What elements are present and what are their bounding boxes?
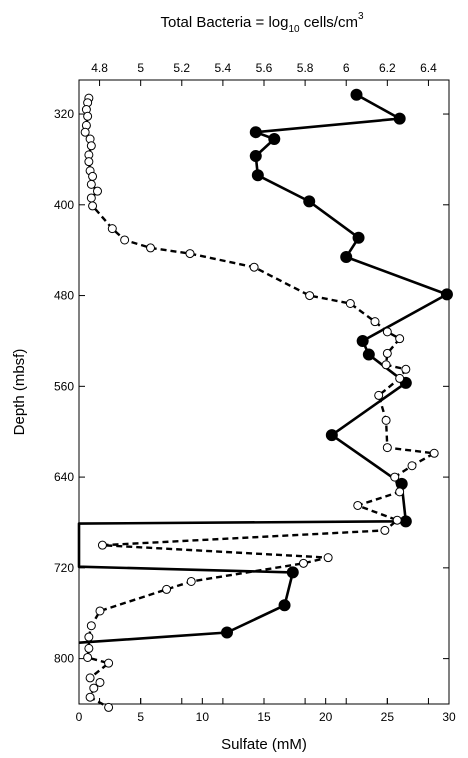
bacteria-point bbox=[356, 334, 369, 347]
sulfate-point bbox=[401, 364, 411, 374]
top-tick-label: 5.4 bbox=[215, 61, 232, 75]
bacteria-point bbox=[350, 88, 363, 101]
bacteria-point bbox=[303, 195, 316, 208]
depth-tick-label: 320 bbox=[54, 107, 74, 121]
sulfate-point bbox=[85, 692, 95, 702]
sulfate-point bbox=[298, 558, 308, 568]
sulfate-point bbox=[86, 193, 96, 203]
sulfate-point bbox=[86, 179, 96, 189]
bacteria-point bbox=[251, 169, 264, 182]
bottom-tick-label: 25 bbox=[381, 710, 395, 724]
sulfate-point bbox=[83, 111, 93, 121]
bottom-tick-label: 30 bbox=[442, 710, 456, 724]
sulfate-point bbox=[305, 291, 315, 301]
sulfate-point bbox=[86, 621, 96, 631]
depth-axis-ticks: 320 400 480 560 640 720 800 bbox=[54, 107, 449, 666]
bacteria-point bbox=[249, 126, 262, 139]
sulfate-point bbox=[146, 243, 156, 253]
sulfate-point bbox=[95, 606, 105, 616]
depth-tick-label: 400 bbox=[54, 198, 74, 212]
sulfate-point bbox=[104, 702, 114, 712]
sulfate-point bbox=[84, 157, 94, 167]
top-tick-label: 6.2 bbox=[379, 61, 396, 75]
sulfate-point bbox=[323, 553, 333, 563]
sulfate-point bbox=[395, 334, 405, 344]
sulfate-point bbox=[83, 652, 93, 662]
sulfate-point bbox=[395, 373, 405, 383]
series-layer bbox=[77, 88, 453, 712]
sulfate-point bbox=[374, 390, 384, 400]
sulfate-point bbox=[380, 525, 390, 535]
sulfate-point bbox=[353, 500, 363, 510]
bottom-tick-label: 20 bbox=[319, 710, 333, 724]
sulfate-point bbox=[249, 262, 259, 272]
bacteria-point bbox=[278, 599, 291, 612]
top-axis-ticks: 4.8 5 5.2 5.4 5.6 5.8 6 6.2 6.4 bbox=[91, 61, 437, 704]
bacteria-point bbox=[352, 231, 365, 244]
bacteria-point bbox=[221, 626, 233, 639]
sulfate-point bbox=[370, 317, 380, 327]
bottom-tick-label: 5 bbox=[137, 710, 144, 724]
top-tick-label: 5.2 bbox=[173, 61, 190, 75]
bottom-tick-label: 10 bbox=[196, 710, 210, 724]
sulfate-point bbox=[186, 576, 196, 586]
top-tick-label: 6 bbox=[343, 61, 350, 75]
depth-tick-label: 720 bbox=[54, 561, 74, 575]
sulfate-point bbox=[381, 415, 391, 425]
sulfate-point bbox=[85, 673, 95, 683]
bacteria-point bbox=[393, 112, 406, 125]
sulfate-point bbox=[95, 677, 105, 687]
sulfate-point bbox=[429, 448, 439, 458]
sulfate-point bbox=[86, 141, 96, 151]
sulfate-point bbox=[97, 540, 107, 550]
sulfate-point bbox=[89, 683, 99, 693]
sulfate-point bbox=[162, 584, 172, 594]
top-tick-label: 6.4 bbox=[420, 61, 437, 75]
sulfate-point bbox=[84, 632, 94, 642]
bacteria-point bbox=[362, 348, 375, 361]
sulfate-point bbox=[407, 461, 417, 471]
sulfate-point bbox=[88, 201, 98, 211]
sulfate-point bbox=[392, 515, 402, 525]
sulfate-point bbox=[382, 348, 392, 358]
bacteria-point bbox=[340, 250, 353, 263]
sulfate-point bbox=[104, 658, 114, 668]
top-tick-label: 5.8 bbox=[297, 61, 314, 75]
bacteria-point bbox=[268, 132, 281, 145]
depth-tick-label: 800 bbox=[54, 652, 74, 666]
bacteria-point bbox=[325, 429, 338, 442]
depth-tick-label: 480 bbox=[54, 289, 74, 303]
bacteria-series-line bbox=[77, 93, 449, 644]
bacteria-point bbox=[249, 150, 262, 163]
bacteria-point bbox=[286, 566, 299, 579]
top-tick-label: 5 bbox=[137, 61, 144, 75]
top-tick-label: 5.6 bbox=[256, 61, 273, 75]
bacteria-point bbox=[440, 288, 453, 301]
depth-tick-label: 560 bbox=[54, 379, 74, 393]
top-tick-label: 4.8 bbox=[91, 61, 108, 75]
sulfate-point bbox=[382, 443, 392, 453]
sulfate-point bbox=[120, 235, 130, 245]
bottom-axis-title: Sulfate (mM) bbox=[221, 736, 307, 753]
sulfate-point bbox=[390, 472, 400, 482]
sulfate-point bbox=[345, 299, 355, 309]
top-axis-title: Total Bacteria = log10 cells/cm3 bbox=[160, 11, 363, 35]
bottom-tick-label: 15 bbox=[257, 710, 271, 724]
sulfate-point bbox=[107, 224, 117, 234]
sulfate-point bbox=[84, 643, 94, 653]
depth-axis-title: Depth (mbsf) bbox=[11, 349, 28, 436]
bottom-tick-label: 0 bbox=[76, 710, 83, 724]
sulfate-point bbox=[395, 487, 405, 497]
sulfate-point bbox=[93, 186, 102, 196]
sulfate-point bbox=[382, 327, 392, 337]
bottom-axis-ticks: 0 5 10 15 20 25 30 bbox=[76, 698, 456, 724]
bacteria-point bbox=[399, 515, 412, 528]
sulfate-point bbox=[88, 171, 98, 181]
sulfate-point bbox=[381, 360, 391, 370]
depth-tick-label: 640 bbox=[54, 470, 74, 484]
sulfate-point bbox=[80, 127, 90, 137]
sulfate-point bbox=[185, 249, 195, 259]
